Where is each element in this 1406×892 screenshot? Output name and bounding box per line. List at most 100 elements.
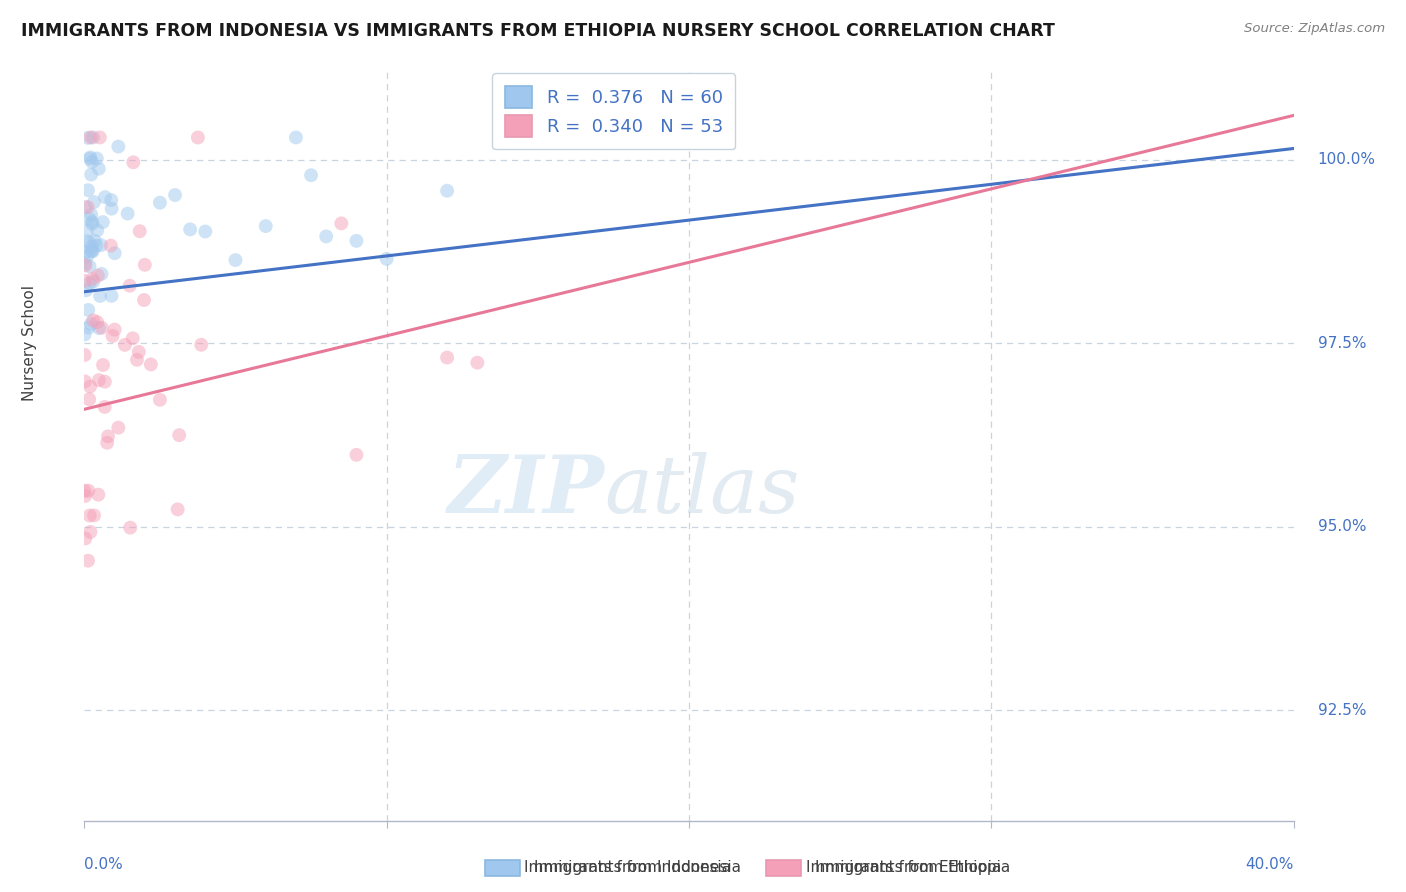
Point <box>73 348 96 362</box>
Point <box>165 188 187 202</box>
Text: Immigrants from Indonesia: Immigrants from Indonesia <box>534 860 741 874</box>
Point <box>87 488 110 502</box>
Point <box>77 183 100 197</box>
Point <box>75 258 97 272</box>
Text: Immigrants from Ethiopia: Immigrants from Ethiopia <box>806 860 1001 874</box>
Point <box>76 234 98 248</box>
Point <box>122 155 145 169</box>
Point <box>79 508 101 523</box>
Point <box>87 373 110 387</box>
Point <box>79 379 101 393</box>
Point <box>80 244 103 258</box>
Point <box>79 524 101 539</box>
Point <box>346 448 368 462</box>
Text: 100.0%: 100.0% <box>1317 152 1375 167</box>
Point <box>436 351 458 365</box>
Point <box>79 212 101 227</box>
Point <box>166 502 188 516</box>
Point <box>76 224 98 238</box>
Point <box>87 268 110 283</box>
Point <box>94 190 117 204</box>
Point <box>80 208 103 222</box>
Point <box>80 244 103 259</box>
Point <box>79 277 101 291</box>
Point <box>91 358 114 372</box>
Text: 95.0%: 95.0% <box>1317 519 1367 534</box>
Point <box>76 200 98 214</box>
Point <box>82 313 104 327</box>
Point <box>117 206 139 220</box>
Point <box>90 320 112 334</box>
Text: ZIP: ZIP <box>447 452 605 530</box>
Point <box>83 195 105 210</box>
Point <box>80 130 103 145</box>
Point <box>89 130 111 145</box>
Point <box>75 245 97 260</box>
Point <box>149 195 172 210</box>
Point <box>76 249 98 263</box>
Point <box>80 168 103 182</box>
Point <box>93 400 115 414</box>
Point <box>97 429 120 443</box>
Point <box>194 225 217 239</box>
Point <box>299 168 322 182</box>
Point <box>114 338 136 352</box>
Text: 40.0%: 40.0% <box>1246 857 1294 872</box>
Point <box>134 258 156 272</box>
Text: 92.5%: 92.5% <box>1317 703 1367 718</box>
Point <box>79 260 101 274</box>
Point <box>86 152 108 166</box>
Point <box>77 483 100 498</box>
Point <box>436 184 458 198</box>
Point <box>118 278 141 293</box>
Point <box>104 246 127 260</box>
Point <box>330 216 353 230</box>
Point <box>375 252 398 266</box>
Point <box>77 320 100 334</box>
Point <box>75 256 97 270</box>
Point <box>94 375 117 389</box>
Point <box>73 483 96 498</box>
Point <box>101 329 124 343</box>
Text: 0.0%: 0.0% <box>84 857 124 872</box>
Point <box>75 489 97 503</box>
Legend: R =  0.376   N = 60, R =  0.340   N = 53: R = 0.376 N = 60, R = 0.340 N = 53 <box>492 73 735 150</box>
Text: Source: ZipAtlas.com: Source: ZipAtlas.com <box>1244 22 1385 36</box>
Point <box>346 234 368 248</box>
Point <box>91 215 114 229</box>
Text: Immigrants from Ethiopia: Immigrants from Ethiopia <box>815 860 1011 874</box>
Point <box>82 217 104 231</box>
Point <box>315 229 337 244</box>
Point <box>104 322 127 336</box>
Point <box>90 238 112 252</box>
Point <box>128 345 150 359</box>
Point <box>100 193 122 207</box>
Point <box>83 508 105 523</box>
Point <box>75 200 97 214</box>
Point <box>80 240 103 254</box>
Point <box>82 130 104 145</box>
Point <box>75 532 97 546</box>
Point <box>77 302 100 317</box>
Point <box>100 238 122 252</box>
Point <box>128 224 150 238</box>
Text: 97.5%: 97.5% <box>1317 335 1367 351</box>
Point <box>82 244 104 259</box>
Point <box>89 289 111 303</box>
Point <box>82 215 104 229</box>
Point <box>100 289 122 303</box>
Point <box>121 331 143 345</box>
Text: Immigrants from Indonesia: Immigrants from Indonesia <box>524 860 731 874</box>
Point <box>179 222 201 236</box>
Point <box>254 219 277 233</box>
Point <box>87 321 110 335</box>
Point <box>86 315 108 329</box>
Point <box>86 238 108 252</box>
Point <box>73 375 96 389</box>
Point <box>73 327 96 342</box>
Point <box>90 267 112 281</box>
Point <box>86 223 108 237</box>
Point <box>187 130 209 145</box>
Point <box>125 352 148 367</box>
Point <box>107 139 129 153</box>
